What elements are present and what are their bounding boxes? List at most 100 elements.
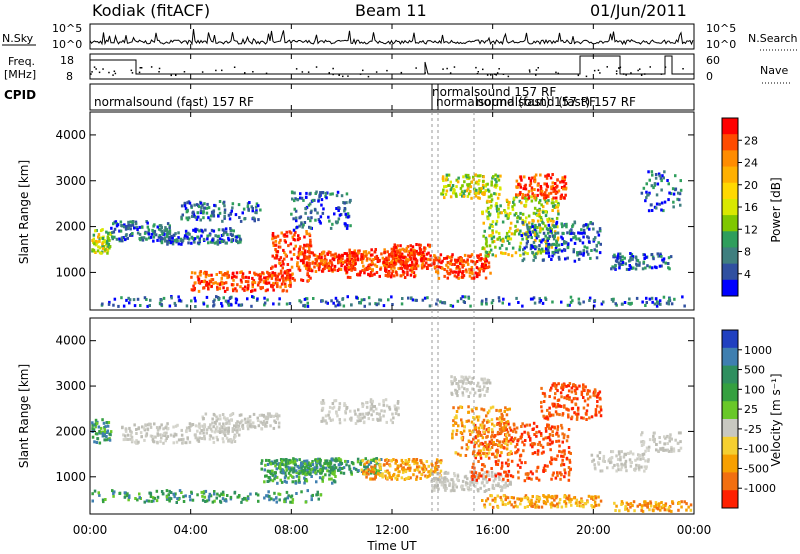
velocity-scatter-cell: [597, 495, 600, 499]
velocity-scatter-cell: [339, 471, 343, 475]
power-scatter-cell: [92, 248, 96, 252]
power-scatter-cell: [232, 229, 235, 233]
power-scatter-cell: [276, 285, 279, 289]
power-scatter-cell: [485, 266, 488, 270]
velocity-scatter-cell: [437, 487, 440, 491]
velocity-scatter-cell: [507, 462, 510, 466]
velocity-scatter-cell: [504, 498, 507, 502]
velocity-scatter-cell: [199, 431, 202, 435]
power-scatter-cell: [93, 242, 96, 246]
velocity-scatter-cell: [634, 467, 637, 471]
power-scatter-cell: [406, 270, 409, 274]
power-scatter-cell: [227, 303, 231, 307]
power-scatter-cell: [106, 244, 109, 248]
velocity-scatter-cell: [556, 425, 560, 429]
power-scatter-cell: [337, 206, 340, 210]
velocity-scatter-cell: [224, 417, 228, 421]
velocity-scatter-cell: [91, 423, 94, 427]
power-scatter-cell: [463, 301, 466, 304]
power-scatter-cell: [475, 266, 479, 270]
nave-dot: [622, 73, 625, 75]
velocity-scatter-cell: [333, 463, 336, 467]
power-colorbar-tick-label: 24: [744, 157, 758, 170]
velocity-scatter-cell: [510, 459, 514, 463]
power-scatter-cell: [557, 243, 561, 247]
velocity-scatter-cell: [133, 423, 136, 427]
velocity-scatter-cell: [549, 448, 552, 452]
power-scatter-cell: [321, 211, 325, 215]
velocity-scatter-cell: [218, 431, 222, 434]
velocity-scatter-cell: [109, 430, 113, 434]
velocity-scatter-cell: [420, 472, 423, 476]
power-scatter-cell: [411, 298, 415, 302]
velocity-scatter-cell: [535, 504, 539, 508]
power-scatter-cell: [279, 238, 282, 242]
power-scatter-cell: [522, 187, 525, 191]
power-scatter-cell: [111, 231, 114, 235]
power-scatter-cell: [247, 283, 250, 287]
velocity-scatter-cell: [504, 424, 508, 428]
velocity-scatter-cell: [449, 489, 453, 493]
velocity-scatter-cell: [438, 473, 441, 477]
power-scatter-cell: [441, 259, 444, 263]
power-scatter-cell: [506, 212, 509, 216]
power-scatter-cell: [354, 262, 357, 266]
power-scatter-cell: [97, 235, 100, 239]
velocity-scatter-cell: [432, 470, 435, 474]
velocity-scatter-cell: [279, 470, 283, 474]
nsky-tick-top: 10^5: [52, 22, 82, 35]
velocity-scatter-cell: [508, 433, 511, 437]
power-scatter-cell: [662, 176, 665, 180]
velocity-scatter-cell: [465, 447, 469, 451]
power-scatter-cell: [306, 244, 310, 248]
velocity-scatter-cell: [485, 443, 488, 447]
power-scatter-cell: [530, 186, 534, 190]
power-scatter-cell: [369, 253, 373, 257]
velocity-scatter-cell: [329, 471, 333, 475]
velocity-scatter-cell: [529, 470, 533, 474]
power-scatter-cell: [220, 302, 223, 305]
power-scatter-cell: [364, 268, 367, 272]
velocity-scatter-cell: [554, 392, 557, 396]
power-scatter-cell: [437, 260, 441, 264]
velocity-scatter-cell: [384, 474, 387, 478]
power-scatter-cell: [367, 272, 370, 276]
velocity-scatter-cell: [477, 415, 481, 419]
power-scatter-cell: [165, 227, 168, 231]
power-scatter-cell: [507, 235, 511, 239]
power-scatter-cell: [223, 216, 226, 220]
velocity-scatter-cell: [533, 451, 537, 455]
power-scatter-cell: [183, 204, 187, 208]
power-scatter-cell: [449, 195, 453, 199]
velocity-scatter-cell: [505, 433, 508, 437]
power-scatter-cell: [359, 301, 362, 305]
velocity-scatter-cell: [540, 386, 543, 390]
power-scatter-cell: [205, 280, 208, 284]
velocity-scatter-cell: [513, 427, 516, 431]
velocity-scatter-cell: [367, 468, 370, 472]
power-scatter-cell: [303, 297, 307, 301]
power-scatter-cell: [561, 225, 564, 229]
velocity-scatter-cell: [202, 428, 206, 432]
velocity-scatter-cell: [553, 457, 556, 461]
power-scatter-cell: [237, 203, 241, 207]
velocity-scatter-cell: [96, 437, 99, 441]
nave-dot: [660, 73, 663, 75]
velocity-scatter-cell: [546, 443, 550, 446]
velocity-scatter-cell: [485, 489, 488, 493]
power-scatter-cell: [461, 271, 464, 275]
power-scatter-cell: [344, 259, 347, 263]
power-scatter-cell: [266, 288, 269, 292]
velocity-scatter-cell: [223, 428, 227, 431]
velocity-scatter-cell: [379, 467, 382, 470]
velocity-scatter-cell: [495, 408, 498, 412]
power-scatter-cell: [654, 173, 658, 176]
power-scatter-cell: [558, 248, 561, 252]
velocity-scatter-cell: [560, 505, 564, 509]
velocity-scatter-cell: [369, 471, 373, 475]
velocity-scatter-cell: [297, 472, 301, 476]
velocity-scatter-cell: [451, 436, 454, 440]
power-scatter-cell: [557, 255, 561, 259]
power-scatter-cell: [410, 296, 413, 300]
velocity-scatter-cell: [452, 419, 455, 423]
